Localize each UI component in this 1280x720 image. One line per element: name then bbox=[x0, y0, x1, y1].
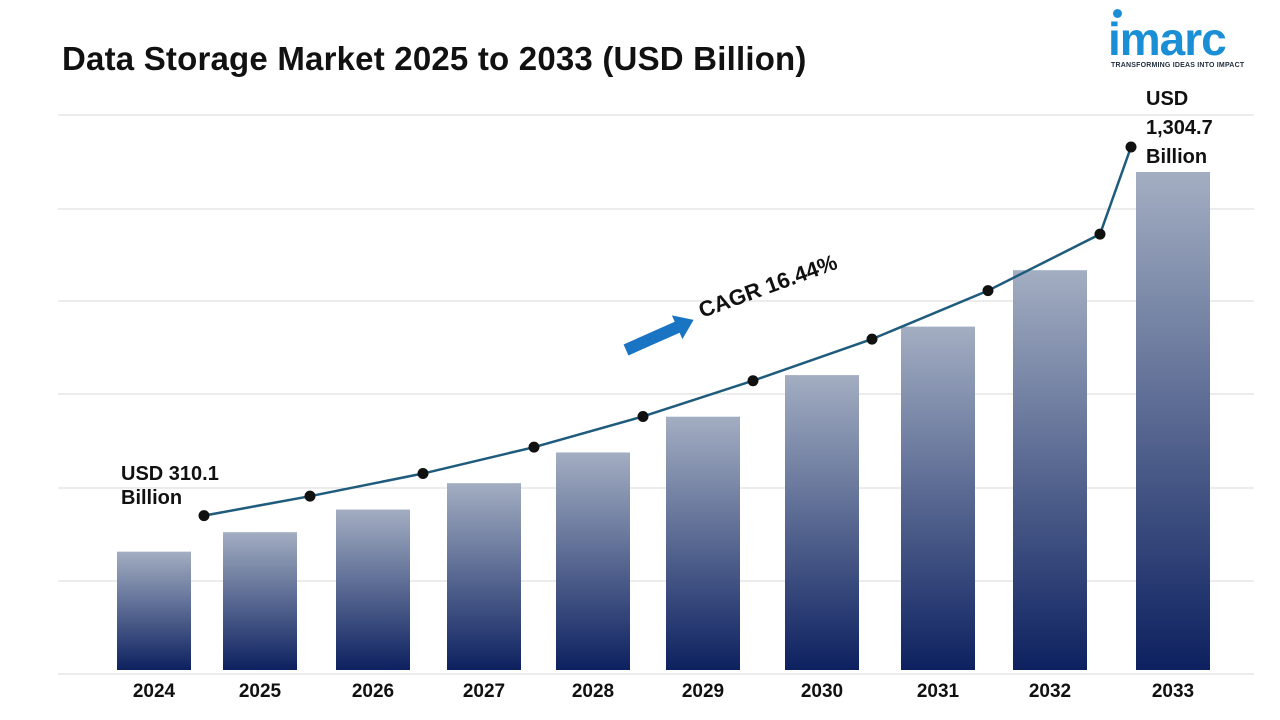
trend-point bbox=[528, 441, 540, 453]
x-tick-labels: 2024 2025 2026 2027 2028 2029 2030 2031 2032 2033 bbox=[133, 681, 1194, 702]
x-tick-label: 2033 bbox=[1152, 681, 1194, 702]
bar-2032 bbox=[1013, 270, 1087, 670]
trend-point bbox=[866, 333, 878, 345]
bar-2027 bbox=[447, 483, 521, 670]
trend-point bbox=[747, 375, 759, 387]
bar-2033 bbox=[1136, 172, 1210, 670]
x-tick-label: 2028 bbox=[572, 681, 614, 702]
trend-point bbox=[982, 285, 994, 297]
imarc-logo: imarc TRANSFORMING IDEAS INTO IMPACT bbox=[1108, 6, 1258, 76]
trend-point bbox=[304, 490, 316, 502]
x-tick-label: 2029 bbox=[682, 681, 724, 702]
x-tick-label: 2030 bbox=[801, 681, 843, 702]
trend-point bbox=[637, 410, 649, 422]
x-tick-label: 2024 bbox=[133, 681, 176, 702]
logo-dot-icon bbox=[1113, 9, 1122, 18]
end-value-label: USD 1,304.7 Billion bbox=[1146, 88, 1213, 168]
logo-wordmark: imarc bbox=[1108, 13, 1227, 65]
chart-title: Data Storage Market 2025 to 2033 (USD Bi… bbox=[62, 40, 807, 77]
cagr-label: CAGR 16.44% bbox=[695, 249, 840, 322]
bar-2031 bbox=[901, 326, 975, 670]
bar-2029 bbox=[666, 416, 740, 670]
bars bbox=[117, 172, 1210, 670]
trend-point bbox=[1094, 228, 1106, 240]
trend-line-group bbox=[198, 141, 1137, 522]
start-value-label: USD 310.1 Billion bbox=[121, 463, 219, 509]
logo-tagline: TRANSFORMING IDEAS INTO IMPACT bbox=[1111, 62, 1245, 69]
trend-line bbox=[203, 146, 1133, 517]
bar-2025 bbox=[223, 532, 297, 670]
bar-2026 bbox=[336, 509, 410, 670]
x-tick-label: 2031 bbox=[917, 681, 960, 702]
x-tick-label: 2025 bbox=[239, 681, 282, 702]
trend-point bbox=[417, 468, 429, 480]
x-tick-label: 2027 bbox=[463, 681, 505, 702]
trend-point bbox=[198, 510, 210, 522]
bar-2028 bbox=[556, 452, 630, 670]
cagr-arrow-icon bbox=[623, 315, 694, 356]
bar-2030 bbox=[785, 375, 859, 670]
x-tick-label: 2026 bbox=[352, 681, 394, 702]
trend-point bbox=[1125, 141, 1137, 153]
x-tick-label: 2032 bbox=[1029, 681, 1071, 702]
bar-2024 bbox=[117, 551, 191, 670]
